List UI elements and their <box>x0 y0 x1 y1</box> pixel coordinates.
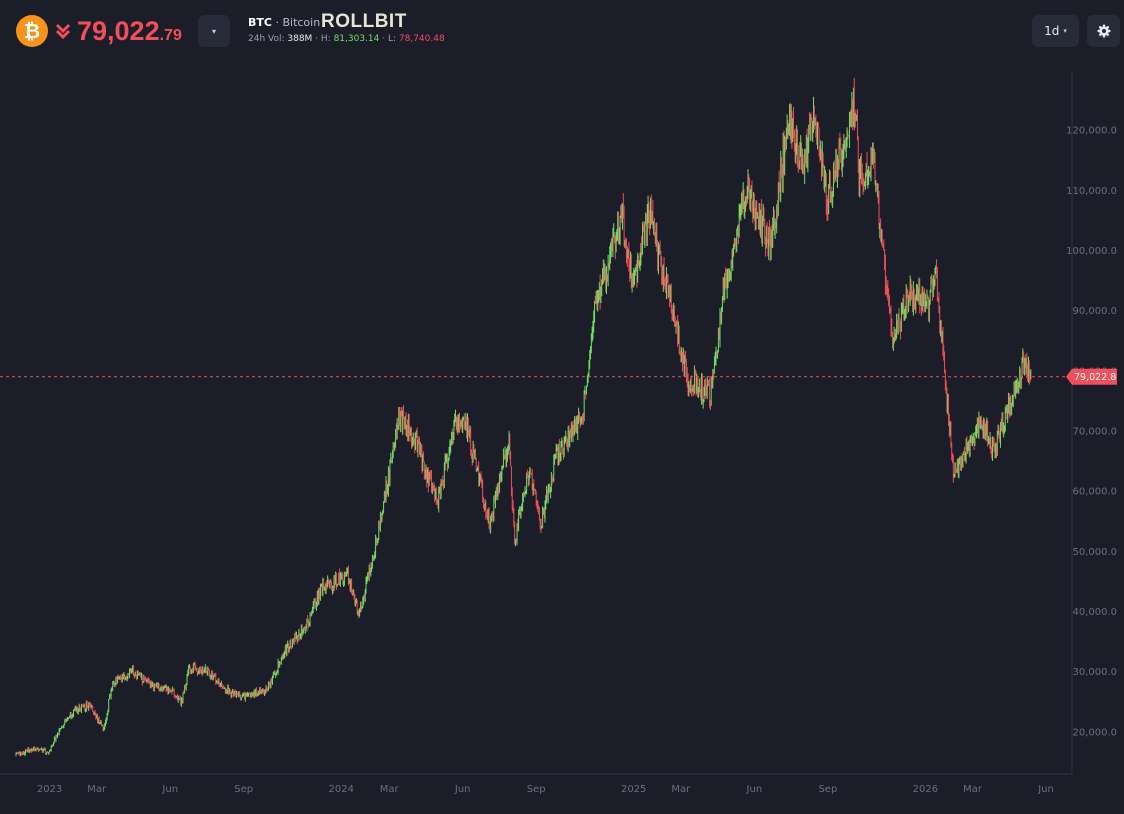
last-price-tag <box>1066 368 1117 385</box>
price-tick-label: 70,000.0 <box>1072 427 1117 438</box>
time-tick-label: Mar <box>380 784 400 795</box>
time-tick-label: Jun <box>454 784 471 795</box>
last-price-marker: 79,022.8 <box>0 368 1117 385</box>
time-tick-label: Sep <box>818 784 837 795</box>
rollbit-logo: ROLLBIT <box>321 11 407 32</box>
time-tick-label: 2024 <box>329 784 354 795</box>
volume-label: 24h Vol: <box>248 34 288 44</box>
price-axis: 20,000.0 30,000.0 40,000.0 50,000.0 60,000.0… <box>1066 126 1117 739</box>
asset-dropdown-button[interactable]: ▾ <box>198 15 230 47</box>
pair-name: Bitcoin <box>282 16 321 29</box>
gear-icon <box>1097 24 1110 38</box>
high-value: 81,303.14 <box>333 34 380 44</box>
price-tick-label: 20,000.0 <box>1072 727 1117 738</box>
time-tick-label: 2023 <box>37 784 62 795</box>
pair-label: BTC · Bitcoin <box>248 16 320 29</box>
low-value: 78,740.48 <box>398 34 445 44</box>
time-tick-label: Mar <box>87 784 107 795</box>
price-chart[interactable]: 20,000.0 30,000.0 40,000.0 50,000.0 60,000.0… <box>0 62 1124 814</box>
price-tick-label: 60,000.0 <box>1072 487 1117 498</box>
settings-button[interactable] <box>1087 15 1120 47</box>
current-price: 79,022.79 <box>77 15 182 52</box>
price-tick-label: 50,000.0 <box>1072 547 1117 558</box>
price-tick-label: 90,000.0 <box>1072 306 1117 317</box>
low-label: · L: <box>379 34 399 44</box>
high-label: · H: <box>312 34 334 44</box>
pair-separator: · <box>271 16 283 29</box>
time-tick-label: Sep <box>527 784 546 795</box>
bitcoin-icon: ₿ <box>16 15 48 47</box>
last-price-tag-label: 79,022.8 <box>1074 372 1116 383</box>
price-tick-label: 100,000.0 <box>1066 246 1117 257</box>
time-tick-label: Sep <box>234 784 253 795</box>
volume-value: 388M <box>287 34 313 44</box>
time-tick-label: Jun <box>161 784 178 795</box>
time-tick-label: 2026 <box>913 784 938 795</box>
time-tick-label: Jun <box>746 784 763 795</box>
interval-label: 1d <box>1044 24 1060 38</box>
time-tick-label: Mar <box>963 784 983 795</box>
price-decimals: .79 <box>159 27 182 44</box>
pair-symbol: BTC <box>248 16 272 29</box>
price-tick-label: 110,000.0 <box>1066 186 1117 197</box>
price-tick-label: 30,000.0 <box>1072 667 1117 678</box>
time-tick-label: Mar <box>671 784 691 795</box>
stats-24h: 24h Vol: 388M · H: 81,303.14 · L: 78,740… <box>248 34 445 44</box>
time-tick-label: Jun <box>1037 784 1054 795</box>
time-tick-label: 2025 <box>621 784 646 795</box>
time-axis: 2023 Mar Jun Sep 2024 Mar Jun Sep 2025 Mar Jun Sep 2… <box>37 784 1054 795</box>
chevron-down-icon: ▾ <box>211 26 216 36</box>
interval-selector[interactable]: 1d ▾ <box>1032 15 1079 47</box>
chevron-down-icon: ▾ <box>1063 27 1067 35</box>
candlestick-series <box>15 77 1032 757</box>
bitcoin-glyph: ₿ <box>23 18 41 43</box>
double-chevron-down-icon <box>55 23 71 40</box>
price-integer: 79,022 <box>77 16 160 46</box>
price-tick-label: 40,000.0 <box>1072 607 1117 618</box>
price-tick-label: 120,000.0 <box>1066 126 1117 137</box>
header-bar: ₿ 79,022.79 ▾ BTC · Bitcoin ROLLBIT 24h … <box>0 0 1124 62</box>
